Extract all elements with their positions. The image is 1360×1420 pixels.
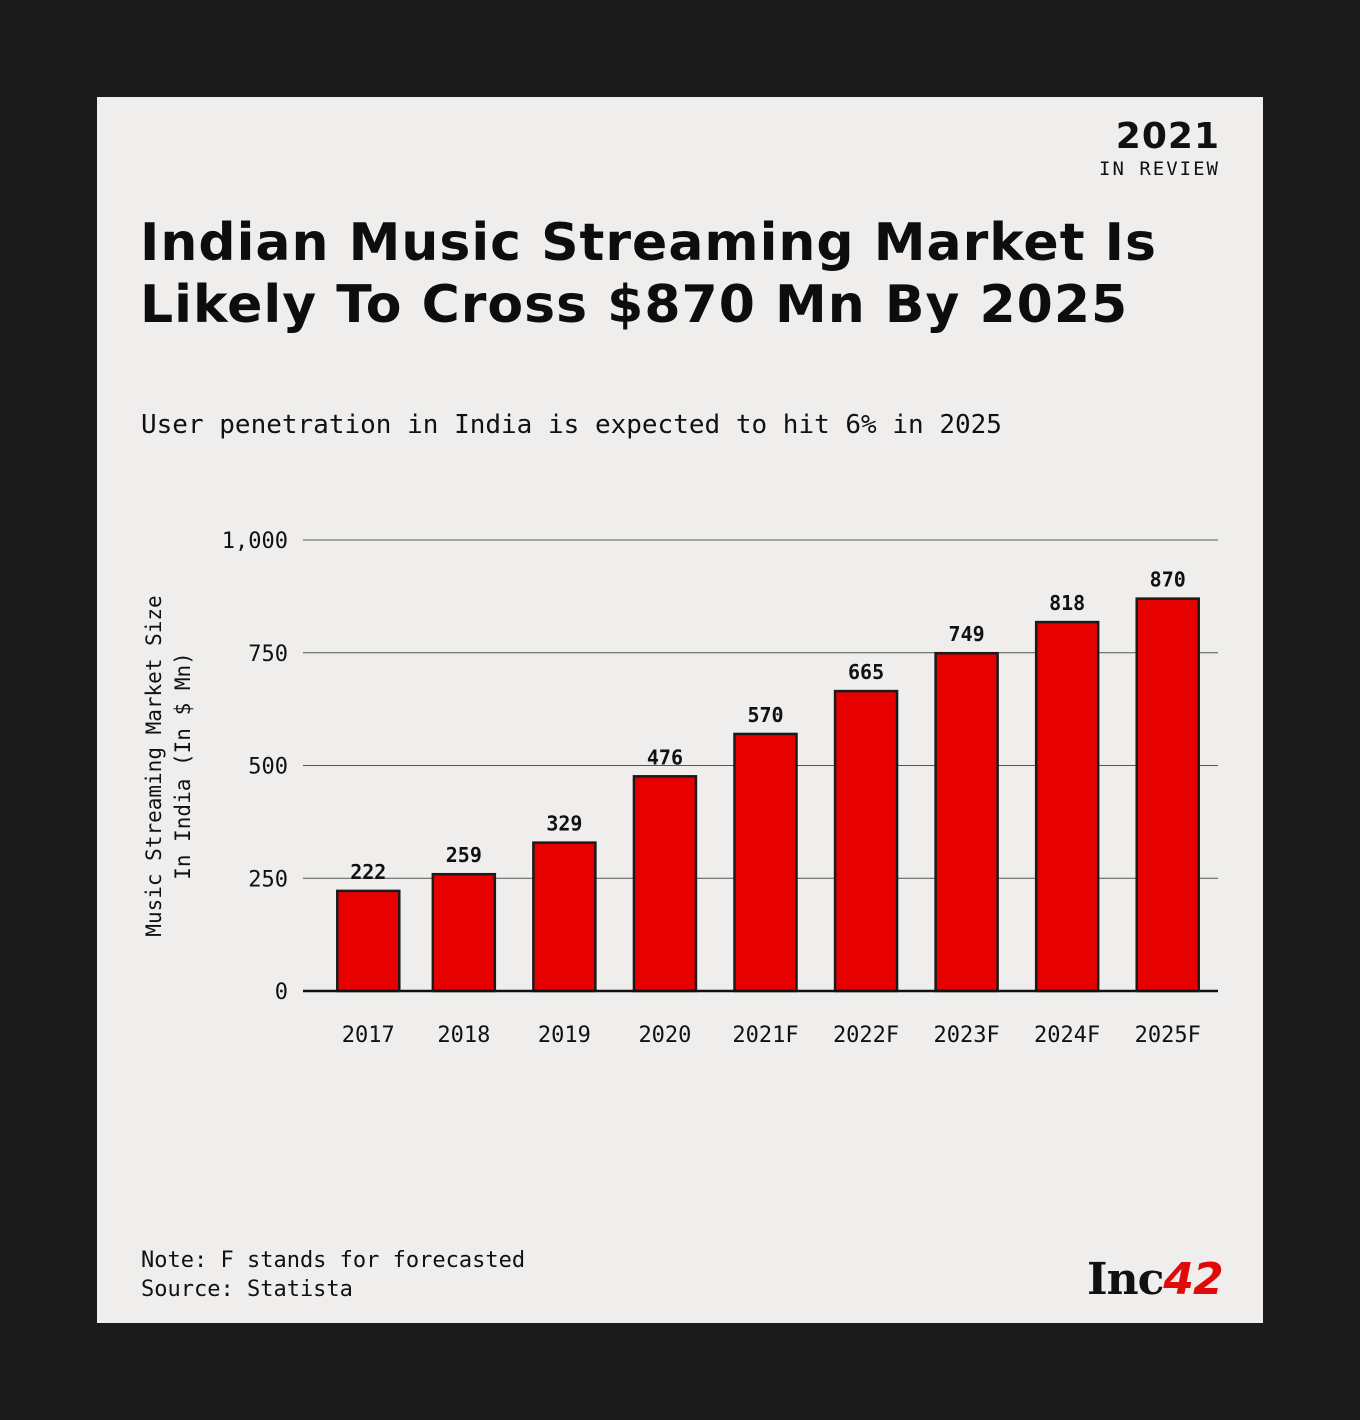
bar-value-label: 259 bbox=[446, 843, 482, 867]
x-tick-label: 2017 bbox=[342, 1023, 395, 1048]
x-tick-label: 2022F bbox=[833, 1023, 899, 1048]
inc42-logo: Inc42 bbox=[1087, 1254, 1224, 1305]
bar bbox=[833, 689, 899, 993]
bar-value-label: 222 bbox=[350, 860, 386, 884]
bar-value-label: 749 bbox=[949, 622, 985, 646]
logo-text: Inc bbox=[1087, 1254, 1164, 1305]
x-tick-label: 2021F bbox=[732, 1023, 798, 1048]
x-tick-label: 2020 bbox=[638, 1023, 691, 1048]
badge-year: 2021 bbox=[1115, 116, 1220, 157]
bar bbox=[1034, 620, 1100, 993]
y-axis-label-line1: Music Streaming Market Size bbox=[142, 595, 166, 936]
bar-value-label: 870 bbox=[1150, 568, 1186, 592]
bar bbox=[733, 732, 798, 993]
bar-value-label: 570 bbox=[747, 703, 783, 727]
chart-title: Indian Music Streaming Market Is Likely … bbox=[140, 213, 1157, 335]
bar-value-label: 476 bbox=[647, 745, 683, 769]
bar bbox=[532, 841, 597, 993]
bar bbox=[431, 872, 497, 993]
y-tick-label: 250 bbox=[248, 867, 288, 892]
notes: Note: F stands for forecasted Source: St… bbox=[141, 1246, 525, 1304]
y-tick-label: 1,000 bbox=[222, 529, 288, 554]
note-forecast: Note: F stands for forecasted bbox=[141, 1248, 526, 1273]
bar-value-label: 665 bbox=[848, 660, 884, 684]
x-tick-label: 2024F bbox=[1034, 1023, 1100, 1048]
x-tick-label: 2019 bbox=[538, 1023, 591, 1048]
badge-subtitle: IN REVIEW bbox=[1099, 158, 1220, 180]
chart-subtitle: User penetration in India is expected to… bbox=[141, 410, 1002, 440]
bar bbox=[934, 651, 999, 993]
bar-value-label: 818 bbox=[1049, 591, 1085, 615]
bar bbox=[336, 889, 401, 993]
bar bbox=[1135, 597, 1200, 993]
note-source: Source: Statista bbox=[141, 1277, 353, 1302]
x-tick-label: 2018 bbox=[437, 1023, 490, 1048]
y-axis-label-line2: In India (In $ Mn) bbox=[171, 652, 195, 880]
logo-number: 42 bbox=[1163, 1254, 1223, 1305]
bar bbox=[632, 775, 698, 993]
y-tick-label: 0 bbox=[275, 980, 288, 1005]
y-tick-label: 500 bbox=[248, 755, 288, 780]
x-tick-label: 2025F bbox=[1135, 1023, 1201, 1048]
bar-value-label: 329 bbox=[546, 812, 582, 836]
y-tick-label: 750 bbox=[248, 642, 288, 667]
x-tick-label: 2023F bbox=[933, 1023, 999, 1048]
